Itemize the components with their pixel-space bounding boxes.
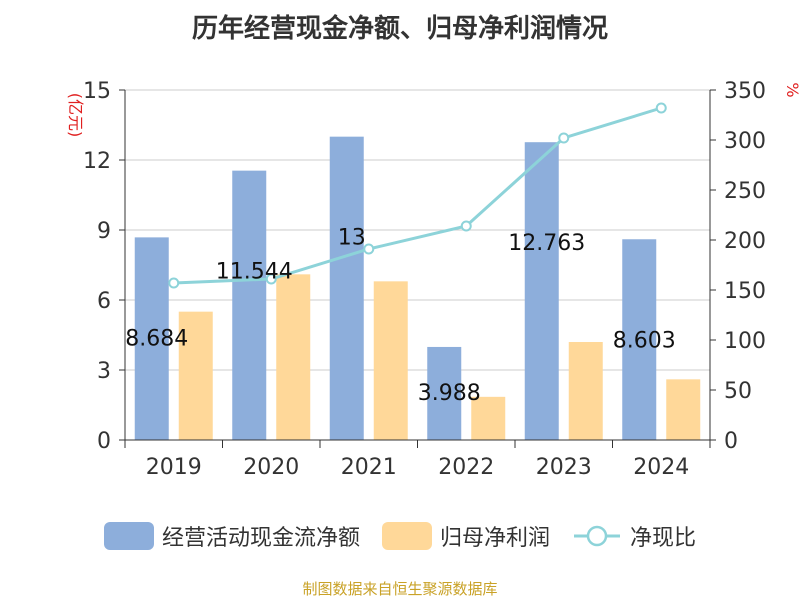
data-label-cashflow: 8.684 — [125, 326, 188, 351]
data-label-cashflow: 3.988 — [418, 381, 481, 406]
bar-net-profit — [276, 274, 311, 440]
bars — [134, 136, 701, 441]
y-right-tick-label: 350 — [724, 79, 766, 104]
x-tick-label: 2020 — [243, 455, 299, 480]
x-tick-label: 2023 — [536, 455, 592, 480]
bar-net-profit — [666, 379, 701, 440]
y-right-tick-label: 200 — [724, 229, 766, 254]
legend-item-cashflow[interactable]: 经营活动现金流净额 — [103, 520, 360, 552]
y-left-tick-label: 15 — [83, 79, 111, 104]
legend-item-ratio[interactable]: 净现比 — [572, 520, 696, 552]
y-left-tick-label: 6 — [97, 289, 111, 314]
point-net-cash-ratio — [265, 273, 277, 285]
legend-label-cashflow: 经营活动现金流净额 — [161, 526, 360, 551]
source-note: 制图数据来自恒生聚源数据库 — [302, 580, 498, 598]
legend-item-net-profit[interactable]: 归母净利润 — [381, 520, 550, 552]
bar-net-profit — [178, 311, 213, 440]
point-net-cash-ratio — [558, 132, 570, 144]
bar-cashflow — [329, 136, 364, 440]
y-left-tick-label: 0 — [97, 429, 111, 454]
data-label-cashflow: 12.763 — [508, 231, 585, 256]
axes: 03691215050100150200250300350(亿元)%201920… — [66, 79, 800, 480]
x-tick-label: 2021 — [341, 455, 397, 480]
legend-line-marker — [574, 525, 620, 547]
y-left-tick-label: 9 — [97, 219, 111, 244]
point-net-cash-ratio — [460, 220, 472, 232]
y-right-tick-label: 150 — [724, 279, 766, 304]
data-labels: 8.684 11.544 13 3.988 12.763 8.603 — [125, 226, 675, 406]
data-label-cashflow: 8.603 — [613, 328, 676, 353]
y-right-tick-label: 100 — [724, 329, 766, 354]
grid-lines — [125, 89, 710, 371]
x-tick-label: 2024 — [633, 455, 689, 480]
bar-cashflow — [232, 170, 267, 440]
x-tick-label: 2019 — [146, 455, 202, 480]
bar-cashflow — [622, 239, 657, 440]
legend: 经营活动现金流净额 归母净利润 净现比 — [0, 516, 800, 556]
line-net-cash-ratio — [173, 106, 662, 285]
point-net-cash-ratio — [363, 243, 375, 255]
bar-net-profit — [373, 281, 408, 440]
legend-label-ratio: 净现比 — [630, 526, 697, 551]
data-label-cashflow: 13 — [338, 226, 366, 251]
bar-net-profit — [471, 396, 506, 440]
y-left-tick-label: 12 — [83, 149, 111, 174]
data-label-cashflow: 11.544 — [216, 260, 293, 285]
y-right-tick-label: 0 — [724, 429, 738, 454]
legend-swatch-cashflow — [103, 522, 154, 550]
legend-label-net-profit: 归母净利润 — [439, 526, 550, 551]
line-series — [168, 102, 667, 289]
y-right-tick-label: 50 — [724, 379, 752, 404]
point-net-cash-ratio — [168, 277, 180, 289]
bar-cashflow — [524, 142, 559, 441]
point-net-cash-ratio — [655, 102, 667, 114]
bar-net-profit — [568, 342, 603, 440]
x-tick-label: 2022 — [438, 455, 494, 480]
y-right-unit-label: % — [783, 82, 800, 97]
y-right-tick-label: 300 — [724, 129, 766, 154]
y-left-unit-label: (亿元) — [66, 93, 85, 138]
bar-cashflow — [427, 346, 462, 440]
legend-swatch-net-profit — [381, 522, 432, 550]
y-right-tick-label: 250 — [724, 179, 766, 204]
chart-title: 历年经营现金净额、归母净利润情况 — [191, 14, 608, 44]
bar-cashflow — [134, 237, 169, 440]
y-left-tick-label: 3 — [97, 359, 111, 384]
